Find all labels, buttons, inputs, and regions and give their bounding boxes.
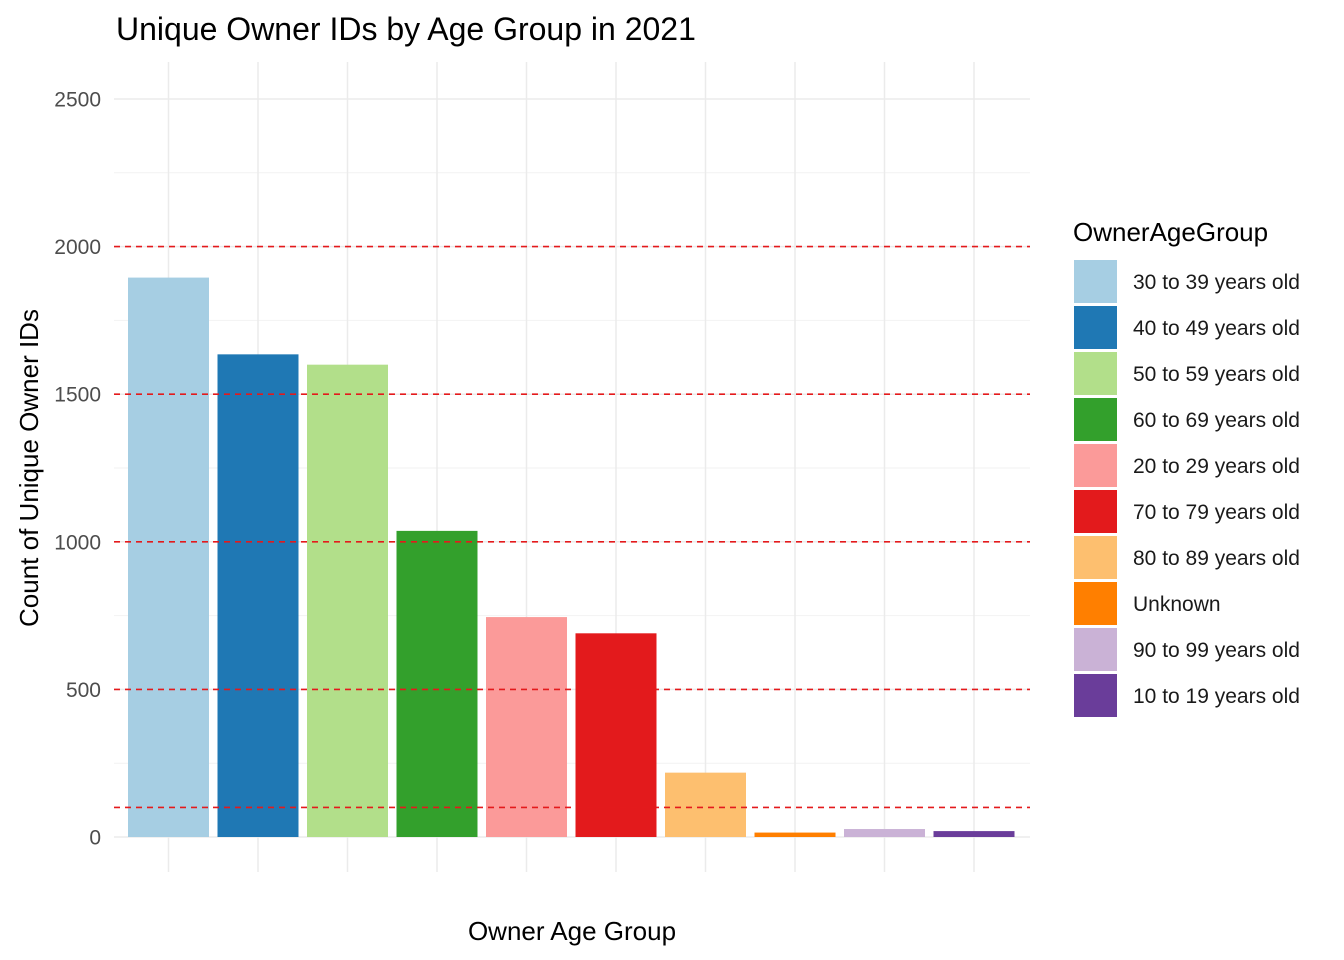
legend-label: 50 to 59 years old <box>1133 363 1300 386</box>
bar <box>575 633 657 837</box>
y-tick-label: 1500 <box>54 384 101 407</box>
legend-label: 20 to 29 years old <box>1133 455 1300 478</box>
bar <box>665 772 746 837</box>
bar <box>933 831 1015 837</box>
legend-label: 30 to 39 years old <box>1133 271 1300 294</box>
chart-title: Unique Owner IDs by Age Group in 2021 <box>116 11 696 47</box>
bar <box>307 364 388 837</box>
bar <box>396 530 478 837</box>
legend-key <box>1074 628 1117 671</box>
legend-key <box>1074 306 1117 349</box>
y-tick-label: 500 <box>66 679 101 702</box>
legend-label: 10 to 19 years old <box>1133 685 1300 708</box>
y-tick-label: 2500 <box>54 89 101 112</box>
bar <box>754 832 836 837</box>
legend: OwnerAgeGroup 30 to 39 years old 40 to 49… <box>1073 217 1300 717</box>
y-tick-label: 1000 <box>54 531 101 554</box>
y-axis-ticks: 0 500 1000 1500 2000 2500 <box>54 89 101 850</box>
legend-key <box>1074 582 1117 625</box>
legend-label: 60 to 69 years old <box>1133 409 1300 432</box>
legend-key <box>1074 398 1117 441</box>
legend-label: 80 to 89 years old <box>1133 547 1300 570</box>
x-axis-title: Owner Age Group <box>468 916 676 946</box>
y-tick-label: 2000 <box>54 236 101 259</box>
legend-key <box>1074 536 1117 579</box>
bar <box>217 354 299 837</box>
y-tick-label: 0 <box>89 827 101 850</box>
legend-label: 40 to 49 years old <box>1133 317 1300 340</box>
bar-layer <box>128 277 1015 837</box>
legend-key <box>1074 260 1117 303</box>
legend-label: Unknown <box>1133 593 1221 616</box>
bar <box>486 617 567 837</box>
legend-key <box>1074 444 1117 487</box>
y-axis-title: Count of Unique Owner IDs <box>14 309 44 627</box>
bar <box>128 277 209 837</box>
bar <box>844 829 925 837</box>
legend-label: 90 to 99 years old <box>1133 639 1300 662</box>
legend-title: OwnerAgeGroup <box>1073 217 1268 247</box>
legend-label: 70 to 79 years old <box>1133 501 1300 524</box>
legend-key <box>1074 352 1117 395</box>
legend-key <box>1074 674 1117 717</box>
reference-line-layer <box>114 245 1030 809</box>
legend-key <box>1074 490 1117 533</box>
